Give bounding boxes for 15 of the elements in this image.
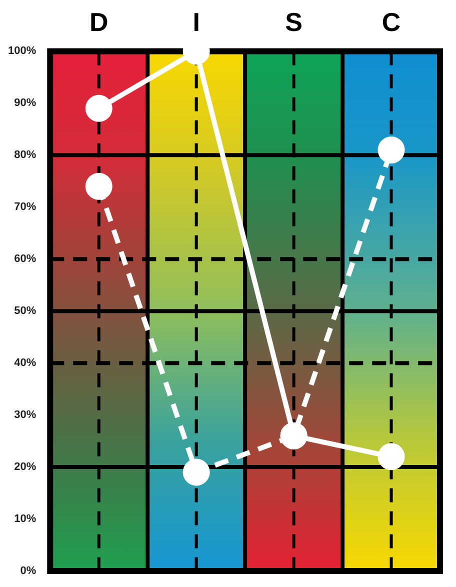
x-tick-label: S [285, 6, 302, 37]
y-tick-label: 20% [14, 461, 36, 474]
x-tick-label: D [89, 6, 108, 37]
y-tick-label: 80% [14, 149, 36, 162]
y-tick-label: 60% [14, 253, 36, 266]
y-tick-label: 0% [20, 565, 36, 578]
y-tick-label: 10% [14, 513, 36, 526]
x-tick-label: I [192, 6, 200, 37]
y-tick-label: 90% [14, 97, 36, 110]
y-tick-label: 40% [14, 357, 36, 370]
y-tick-label: 100% [8, 45, 36, 58]
y-tick-label: 70% [14, 201, 36, 214]
y-tick-label: 30% [14, 409, 36, 422]
y-tick-label: 50% [14, 305, 36, 318]
x-tick-label: C [382, 6, 401, 37]
